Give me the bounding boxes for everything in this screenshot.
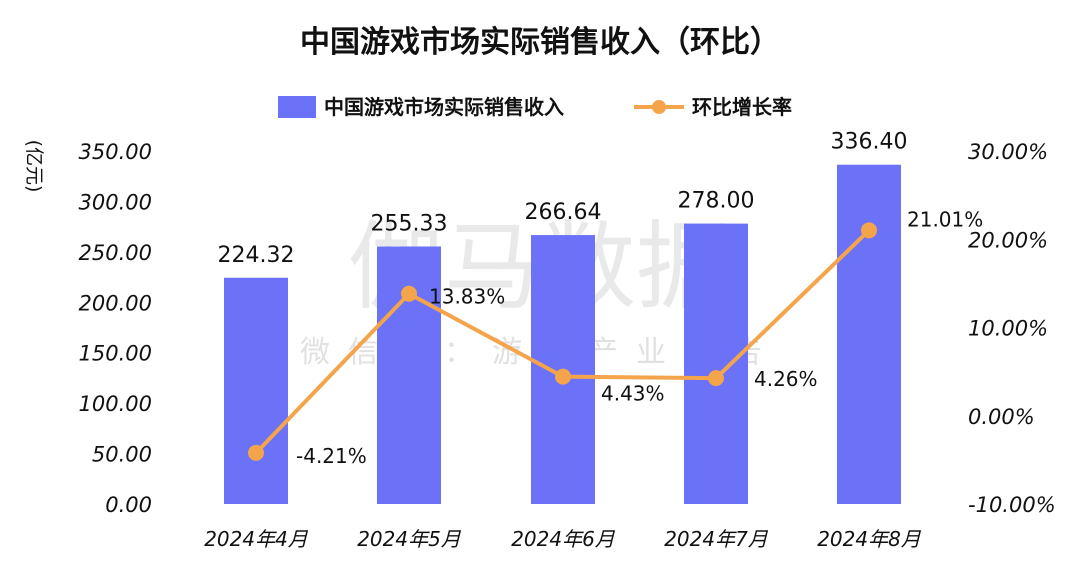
growth-point <box>555 368 571 385</box>
y-tick-right: 30.00% <box>968 140 1048 164</box>
growth-point <box>708 370 724 387</box>
bar-value-label: 224.32 <box>218 243 295 268</box>
y-tick-left: 150.00 <box>79 342 152 366</box>
y-axis-label: (亿元) <box>23 140 45 193</box>
legend-line-label: 环比增长率 <box>692 95 792 119</box>
growth-value-label: 4.43% <box>601 382 665 406</box>
y-tick-right: -10.00% <box>968 493 1056 517</box>
y-tick-left: 0.00 <box>105 493 152 517</box>
legend: 中国游戏市场实际销售收入 环比增长率 <box>278 95 792 119</box>
growth-value-label: 4.26% <box>754 367 818 391</box>
y-axis-right: -10.00% 0.00% 10.00% 20.00% 30.00% <box>968 140 1056 517</box>
x-tick-label: 2024年8月 <box>817 527 922 551</box>
x-axis: 2024年4月 2024年5月 2024年6月 2024年7月 2024年8月 <box>204 527 922 551</box>
growth-point <box>861 222 877 239</box>
x-tick-label: 2024年7月 <box>664 527 769 551</box>
growth-value-label: 21.01% <box>907 207 983 231</box>
growth-value-label: 13.83% <box>429 285 505 309</box>
line-series: -4.21% 13.83% 4.43% 4.26% 21.01% <box>248 207 983 468</box>
legend-bar-label: 中国游戏市场实际销售收入 <box>324 95 564 119</box>
y-tick-right: 0.00% <box>968 405 1035 429</box>
x-tick-label: 2024年6月 <box>511 527 616 551</box>
y-tick-right: 20.00% <box>968 228 1048 252</box>
growth-point <box>401 285 417 302</box>
bar <box>684 223 748 505</box>
y-tick-left: 50.00 <box>92 443 152 467</box>
chart-title: 中国游戏市场实际销售收入（环比） <box>300 25 780 60</box>
y-tick-left: 200.00 <box>79 291 152 315</box>
y-tick-left: 250.00 <box>79 241 152 265</box>
x-tick-label: 2024年5月 <box>357 527 462 551</box>
growth-value-label: -4.21% <box>296 444 367 468</box>
bar-value-label: 255.33 <box>371 211 448 236</box>
legend-line-marker <box>652 100 666 114</box>
y-tick-right: 10.00% <box>968 317 1048 341</box>
legend-bar-swatch <box>278 96 316 118</box>
bar-value-label: 278.00 <box>678 189 755 214</box>
y-tick-left: 350.00 <box>79 140 152 164</box>
bar-value-label: 336.40 <box>831 130 908 155</box>
x-tick-label: 2024年4月 <box>204 527 309 551</box>
growth-point <box>248 444 264 461</box>
y-axis-left: 0.00 50.00 100.00 150.00 200.00 250.00 300.00 3… <box>79 140 152 517</box>
bar <box>837 164 901 505</box>
y-tick-left: 300.00 <box>79 190 152 214</box>
bar-value-label: 266.64 <box>525 200 602 225</box>
bar <box>224 277 288 504</box>
y-tick-left: 100.00 <box>79 392 152 416</box>
bar-series: 224.32 255.33 266.64 278.00 336.40 <box>218 130 908 505</box>
